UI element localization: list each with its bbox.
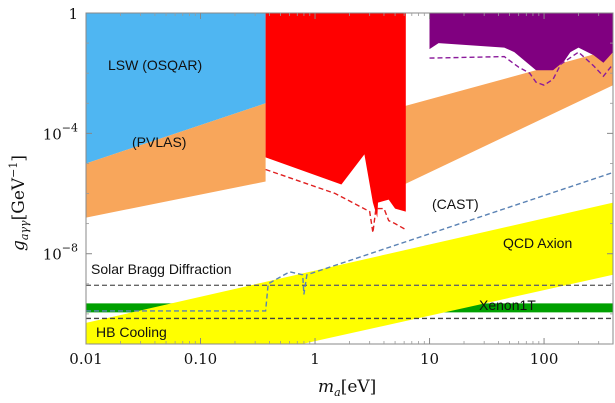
x-tick-label: 1 <box>310 350 320 368</box>
y-tick-label: 10−8 <box>43 242 78 264</box>
y-axis-subscript: aγγ <box>18 220 31 240</box>
x-axis-symbol: m <box>318 377 334 397</box>
x-tick-label: 10 <box>420 350 439 368</box>
y-tick-label: 1 <box>68 5 78 23</box>
region-pvlas-extension <box>404 49 613 184</box>
label-cast: (CAST) <box>432 196 479 212</box>
region-red-excluded-region <box>266 13 406 218</box>
label-qcd-axion: QCD Axion <box>503 235 572 251</box>
svg-text:ma[eV]: ma[eV] <box>318 377 376 399</box>
label-solar-bragg: Solar Bragg Diffraction <box>91 261 232 277</box>
x-axis-unit: [eV] <box>341 377 377 397</box>
svg-text:gaγγ[GeV−1]: gaγγ[GeV−1] <box>7 155 31 251</box>
x-tick-label: 0.10 <box>184 350 217 368</box>
label-xenon1t: Xenon1T <box>479 297 536 313</box>
y-tick-label: 10−4 <box>43 121 78 143</box>
y-axis-symbol: g <box>9 240 29 251</box>
y-axis-unit-close: ] <box>9 155 29 162</box>
x-tick-label: 100 <box>530 350 559 368</box>
label-lsw-osqar: LSW (OSQAR) <box>108 57 202 73</box>
y-axis-unit-open: [GeV <box>9 177 29 220</box>
y-axis-unit-exp: −1 <box>7 162 20 178</box>
label-hb-cooling: HB Cooling <box>96 324 167 340</box>
x-tick-label: 0.01 <box>69 350 102 368</box>
x-axis-title: ma[eV] <box>318 377 376 399</box>
y-axis-title: gaγγ[GeV−1] <box>7 155 31 251</box>
label-pvlas: (PVLAS) <box>132 134 186 150</box>
